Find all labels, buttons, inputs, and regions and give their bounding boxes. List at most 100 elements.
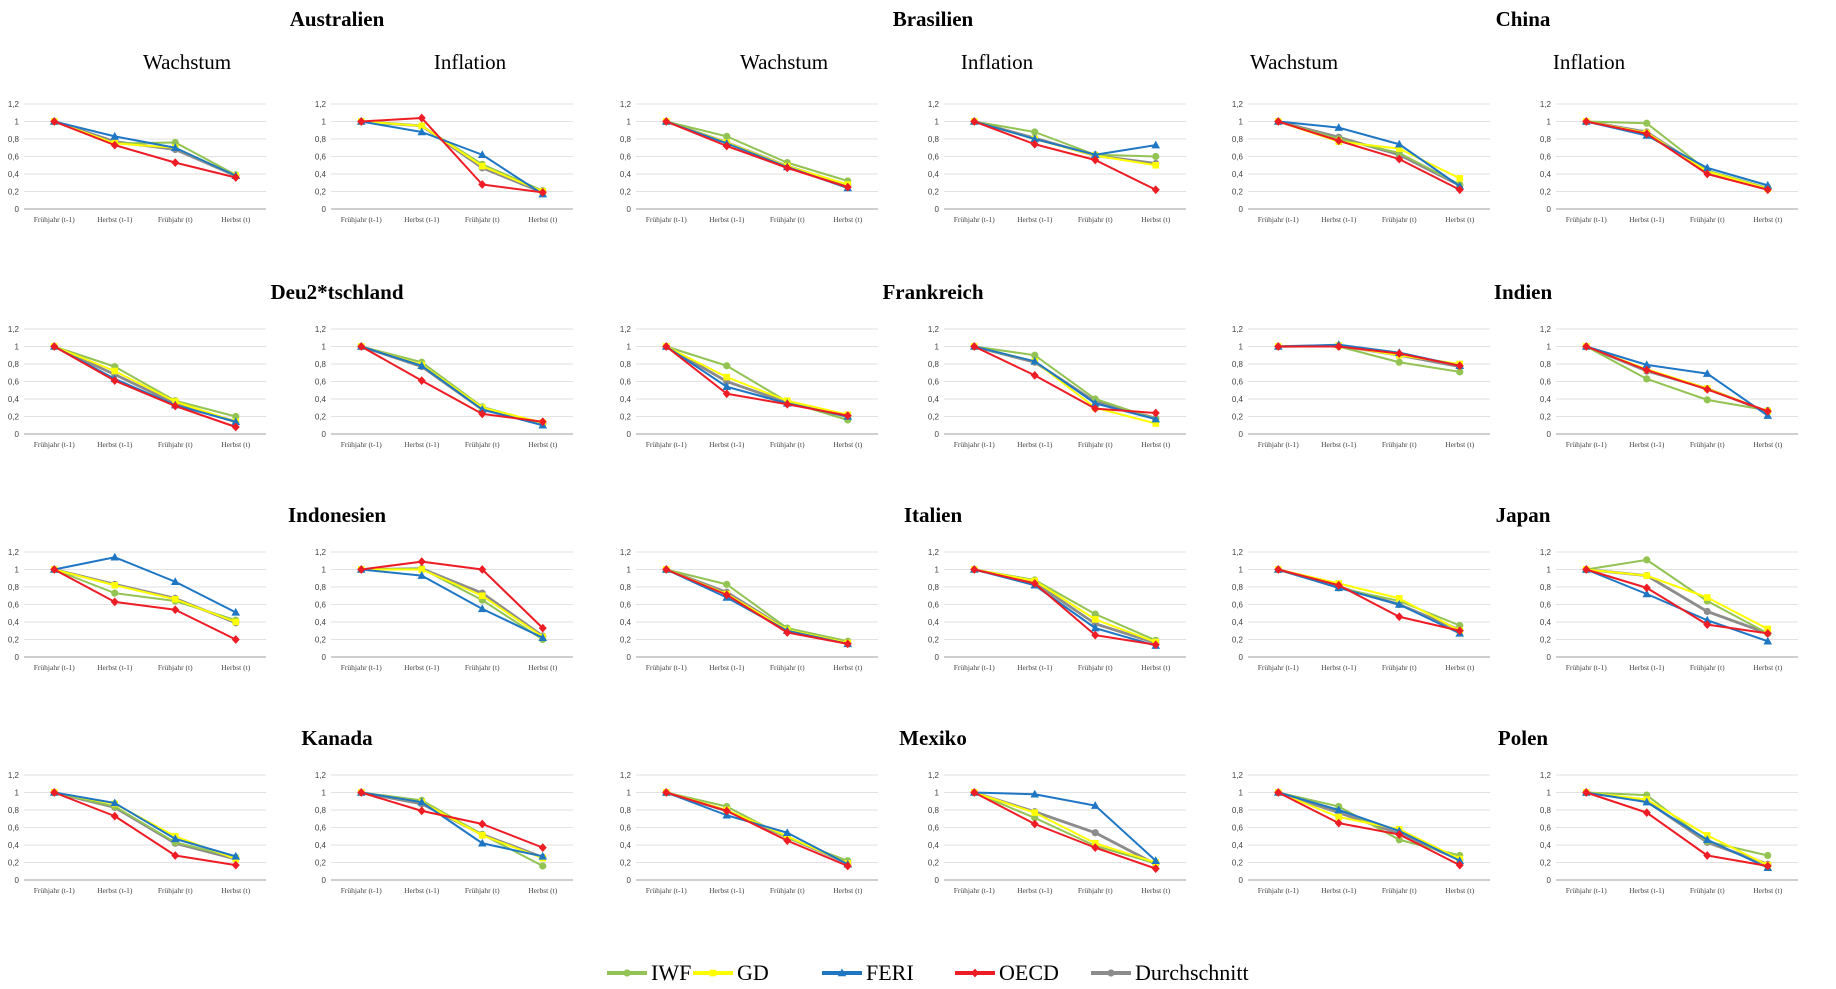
x-tick-label: Frühjahr (t) — [465, 440, 500, 449]
y-tick-label: 0,4 — [928, 841, 940, 850]
data-point — [478, 819, 487, 829]
y-tick-label: 0,4 — [1540, 170, 1552, 179]
data-point — [1151, 856, 1161, 865]
y-tick-label: 0,2 — [1232, 636, 1244, 645]
data-point — [1764, 851, 1772, 860]
y-tick-label: 0 — [15, 876, 20, 885]
chart-deutschland-inflation: 0 0,2 0,4 0,6 0,8 1 1,2 Frühjahr (t-1) Herbst (t… — [315, 325, 573, 449]
data-point — [231, 851, 241, 860]
data-point — [1763, 628, 1772, 638]
data-point — [1090, 398, 1100, 407]
data-point — [1031, 814, 1039, 822]
chart-kanada-wachstum: 0 0,2 0,4 0,6 0,8 1 1,2 Frühjahr (t-1) Herbst (t… — [8, 771, 266, 895]
y-tick-label: 1 — [1547, 118, 1552, 127]
x-tick-label: Frühjahr (t-1) — [341, 886, 383, 895]
series-oecd — [50, 117, 240, 182]
x-tick-label: Herbst (t-1) — [709, 886, 745, 895]
series-line — [973, 791, 1157, 864]
data-point — [1395, 595, 1403, 602]
chart-indien-wachstum: 0 0,2 0,4 0,6 0,8 1 1,2 Frühjahr (t-1) Herbst (t… — [1232, 325, 1490, 449]
y-tick-label: 1,2 — [928, 771, 940, 780]
legend-label: FERI — [866, 960, 914, 985]
y-tick-label: 1,2 — [315, 771, 327, 780]
y-tick-label: 0,6 — [315, 153, 327, 162]
legend-marker — [971, 968, 979, 978]
y-tick-label: 0,6 — [1540, 824, 1552, 833]
y-tick-label: 0 — [15, 653, 20, 662]
data-point — [1151, 185, 1160, 195]
series-line — [974, 345, 1157, 421]
y-tick-label: 0,6 — [1540, 601, 1552, 610]
x-tick-label: Herbst (t-1) — [709, 215, 745, 224]
x-tick-label: Herbst (t) — [833, 440, 862, 449]
data-point — [1703, 396, 1711, 404]
y-tick-label: 0,2 — [928, 413, 940, 422]
x-tick-label: Frühjahr (t-1) — [1258, 663, 1300, 672]
y-tick-label: 1 — [1239, 566, 1244, 575]
y-tick-label: 0,4 — [8, 841, 20, 850]
y-tick-label: 1 — [15, 566, 20, 575]
series-feri — [49, 117, 241, 180]
y-tick-label: 1,2 — [620, 548, 632, 557]
data-point — [970, 565, 979, 574]
data-point — [1152, 420, 1160, 427]
series-line — [360, 791, 544, 849]
y-tick-label: 0,2 — [315, 859, 327, 868]
country-title: Mexiko — [899, 726, 967, 750]
series-line — [1585, 345, 1768, 412]
x-tick-label: Herbst (t) — [1141, 663, 1170, 672]
x-tick-label: Herbst (t-1) — [1629, 886, 1665, 895]
data-point — [1703, 851, 1712, 860]
data-point — [1763, 636, 1773, 645]
y-tick-label: 0,4 — [8, 618, 20, 627]
y-tick-label: 1 — [1547, 566, 1552, 575]
legend-marker — [837, 968, 847, 977]
data-point — [843, 639, 852, 649]
series-line — [973, 345, 1156, 414]
data-point — [1455, 856, 1465, 865]
x-tick-label: Herbst (t-1) — [1629, 663, 1665, 672]
chart-australien-wachstum: 0 0,2 0,4 0,6 0,8 1 1,2 Frühjahr (t-1) Herbst (t… — [8, 100, 266, 224]
series-durchschnitt — [357, 117, 547, 196]
series-line — [1585, 568, 1768, 635]
data-point — [110, 597, 119, 607]
x-tick-label: Frühjahr (t) — [1690, 663, 1725, 672]
data-point — [1334, 580, 1343, 590]
chart-china-inflation: 0 0,2 0,4 0,6 0,8 1 1,2 Frühjahr (t-1) Herbst (t… — [1540, 100, 1798, 224]
x-tick-label: Herbst (t) — [833, 886, 862, 895]
data-point — [1151, 864, 1160, 874]
legend-item-iwf: IWF — [607, 960, 691, 985]
data-point — [477, 405, 487, 413]
series-line — [974, 120, 1156, 158]
series-line — [974, 791, 1157, 862]
y-tick-label: 0,4 — [315, 841, 327, 850]
data-point — [1091, 155, 1100, 165]
chart-italien-inflation: 0 0,2 0,4 0,6 0,8 1 1,2 Frühjahr (t-1) Herbst (t… — [928, 548, 1186, 672]
data-point — [1643, 572, 1651, 579]
series-line — [665, 568, 848, 645]
series-gd — [970, 343, 1160, 427]
y-tick-label: 0,6 — [8, 153, 20, 162]
x-tick-label: Herbst (t-1) — [404, 440, 440, 449]
x-tick-label: Frühjahr (t) — [465, 886, 500, 895]
data-point — [723, 362, 731, 370]
y-tick-label: 0 — [1239, 876, 1244, 885]
data-point — [1091, 843, 1100, 853]
chart-australien-inflation: 0 0,2 0,4 0,6 0,8 1 1,2 Frühjahr (t-1) Herbst (t… — [315, 100, 573, 224]
y-tick-label: 0,8 — [315, 135, 327, 144]
data-point — [1643, 119, 1651, 127]
x-tick-label: Frühjahr (t-1) — [1258, 440, 1300, 449]
y-tick-label: 0,8 — [1232, 135, 1244, 144]
x-tick-label: Frühjahr (t) — [1382, 440, 1417, 449]
data-point — [1334, 805, 1344, 814]
y-tick-label: 0,2 — [1540, 413, 1552, 422]
x-tick-label: Frühjahr (t-1) — [1566, 663, 1608, 672]
y-tick-label: 1,2 — [1540, 548, 1552, 557]
x-tick-label: Herbst (t) — [1445, 886, 1474, 895]
y-tick-label: 0 — [627, 205, 632, 214]
chart-china-wachstum: 0 0,2 0,4 0,6 0,8 1 1,2 Frühjahr (t-1) Herbst (t… — [1232, 100, 1490, 224]
y-tick-label: 0,8 — [8, 135, 20, 144]
y-tick-label: 0,8 — [928, 360, 940, 369]
y-tick-label: 0,4 — [8, 395, 20, 404]
y-tick-label: 0,6 — [928, 153, 940, 162]
